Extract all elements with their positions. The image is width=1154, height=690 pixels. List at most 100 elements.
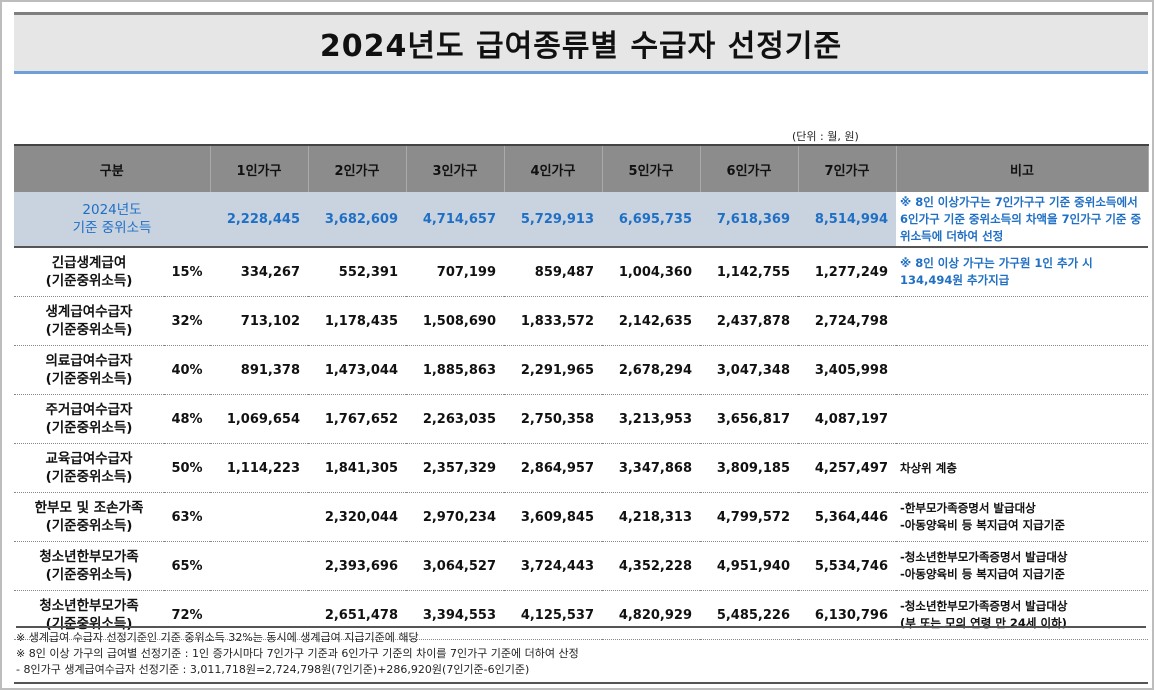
row-label-line1: 주거급여수급자 [45, 402, 133, 418]
table-row: 청소년한부모가족 (기준중위소득) 65% 2,393,696 3,064,527 3,… [14, 541, 1149, 591]
row-note [896, 394, 1149, 444]
row-value: 3,405,998 [798, 345, 897, 395]
median-value: 4,714,657 [406, 192, 505, 248]
row-value: 3,656,817 [700, 394, 799, 444]
row-label: 한부모 및 조손가족 (기준중위소득) [14, 492, 164, 542]
row-value: 4,951,940 [700, 541, 799, 591]
row-label-line2: (기준중위소득) [45, 469, 133, 485]
row-value: 5,364,446 [798, 492, 897, 542]
header-cell: 4인가구 [504, 144, 603, 192]
row-value: 1,277,249 [798, 247, 897, 297]
median-label-line2: 기준 중위소득 [72, 220, 152, 236]
row-value [210, 492, 309, 542]
row-label-line1: 교육급여수급자 [45, 451, 133, 467]
row-value: 1,142,755 [700, 247, 799, 297]
row-value: 4,087,197 [798, 394, 897, 444]
row-note: 차상위 계층 [896, 443, 1149, 493]
table-row: 한부모 및 조손가족 (기준중위소득) 63% 2,320,044 2,970,234… [14, 492, 1149, 542]
row-value: 707,199 [406, 247, 505, 297]
row-percent: 32% [164, 296, 211, 346]
row-value: 3,347,868 [602, 443, 701, 493]
row-value: 2,393,696 [308, 541, 407, 591]
row-value: 2,651,478 [308, 590, 407, 640]
row-value: 4,799,572 [700, 492, 799, 542]
row-percent: 63% [164, 492, 211, 542]
row-value: 4,820,929 [602, 590, 701, 640]
row-value: 713,102 [210, 296, 309, 346]
footnotes: ※ 생계급여 수급자 선정기준인 기준 중위소득 32%는 동시에 생계급여 지… [16, 626, 1146, 678]
row-value: 2,357,329 [406, 443, 505, 493]
row-percent: 15% [164, 247, 211, 297]
header-cell: 6인가구 [700, 144, 799, 192]
row-value: 3,394,553 [406, 590, 505, 640]
header-cell: 구분 [14, 144, 211, 192]
row-value: 6,130,796 [798, 590, 897, 640]
row-value: 3,609,845 [504, 492, 603, 542]
row-value: 1,004,360 [602, 247, 701, 297]
row-value: 3,064,527 [406, 541, 505, 591]
row-label: 주거급여수급자 (기준중위소득) [14, 394, 164, 444]
row-label: 교육급여수급자 (기준중위소득) [14, 443, 164, 493]
row-value: 3,809,185 [700, 443, 799, 493]
row-label-line2: (기준중위소득) [45, 420, 133, 436]
row-label: 긴급생계급여 (기준중위소득) [14, 247, 164, 297]
unit-label: (단위 : 월, 원) [792, 130, 859, 143]
median-income-row: 2024년도 기준 중위소득 2,228,445 3,682,609 4,714… [14, 192, 1149, 248]
row-value: 2,970,234 [406, 492, 505, 542]
row-value: 1,885,863 [406, 345, 505, 395]
page-title: 2024년도 급여종류별 수급자 선정기준 [319, 29, 843, 64]
row-value: 2,291,965 [504, 345, 603, 395]
row-value: 5,485,226 [700, 590, 799, 640]
median-value: 6,695,735 [602, 192, 701, 248]
row-value: 5,534,746 [798, 541, 897, 591]
row-value: 3,213,953 [602, 394, 701, 444]
row-value: 2,263,035 [406, 394, 505, 444]
row-value: 552,391 [308, 247, 407, 297]
median-value: 2,228,445 [210, 192, 309, 248]
row-value [210, 541, 309, 591]
median-note: ※ 8인 이상가구는 7인가구구 기준 중위소득에서 6인가구 기준 중위소득의… [896, 192, 1149, 248]
footnote-line: ※ 생계급여 수급자 선정기준인 기준 중위소득 32%는 동시에 생계급여 지… [16, 631, 419, 644]
row-label-line2: (기준중위소득) [45, 567, 133, 583]
header-cell: 비고 [896, 144, 1149, 192]
row-label: 청소년한부모가족 (기준중위소득) [14, 590, 164, 640]
row-value: 891,378 [210, 345, 309, 395]
row-value: 1,841,305 [308, 443, 407, 493]
table-row: 생계급여수급자 (기준중위소득) 32% 713,102 1,178,435 1,508… [14, 296, 1149, 346]
header-cell: 2인가구 [308, 144, 407, 192]
row-label-line2: (기준중위소득) [45, 273, 133, 289]
row-label-line1: 긴급생계급여 [51, 255, 127, 271]
row-note [896, 345, 1149, 395]
row-note: -청소년한부모가족증명서 발급대상 -아동양육비 등 복지급여 지급기준 [896, 541, 1149, 591]
row-value: 4,218,313 [602, 492, 701, 542]
row-value: 1,178,435 [308, 296, 407, 346]
row-label-line1: 청소년한부모가족 [39, 549, 139, 565]
header-cell: 7인가구 [798, 144, 897, 192]
table-row: 청소년한부모가족 (기준중위소득) 72% 2,651,478 3,394,553 4,… [14, 590, 1149, 640]
row-value: 2,678,294 [602, 345, 701, 395]
row-value: 4,257,497 [798, 443, 897, 493]
table-row: 의료급여수급자 (기준중위소득) 40% 891,378 1,473,044 1,885… [14, 345, 1149, 395]
row-label-line1: 의료급여수급자 [45, 353, 133, 369]
row-value: 3,047,348 [700, 345, 799, 395]
row-value [210, 590, 309, 640]
row-value: 4,352,228 [602, 541, 701, 591]
row-percent: 50% [164, 443, 211, 493]
row-value: 1,508,690 [406, 296, 505, 346]
row-label: 의료급여수급자 (기준중위소득) [14, 345, 164, 395]
row-label-line1: 청소년한부모가족 [39, 598, 139, 614]
title-bar: 2024년도 급여종류별 수급자 선정기준 [14, 12, 1148, 74]
row-label-line2: (기준중위소득) [45, 518, 133, 534]
median-value: 3,682,609 [308, 192, 407, 248]
table-row: 긴급생계급여 (기준중위소득) 15% 334,267 552,391 707,199 8… [14, 247, 1149, 297]
row-value: 3,724,443 [504, 541, 603, 591]
row-note: ※ 8인 이상 가구는 가구원 1인 추가 시 134,494원 추가지급 [896, 247, 1149, 297]
header-cell: 5인가구 [602, 144, 701, 192]
header-cell: 1인가구 [210, 144, 309, 192]
median-label-line1: 2024년도 [82, 202, 142, 218]
row-value: 2,437,878 [700, 296, 799, 346]
row-percent: 40% [164, 345, 211, 395]
row-value: 1,767,652 [308, 394, 407, 444]
footnote-line: ※ 8인 이상 가구의 급여별 선정기준 : 1인 증가시마다 7인가구 기준과… [16, 647, 579, 660]
